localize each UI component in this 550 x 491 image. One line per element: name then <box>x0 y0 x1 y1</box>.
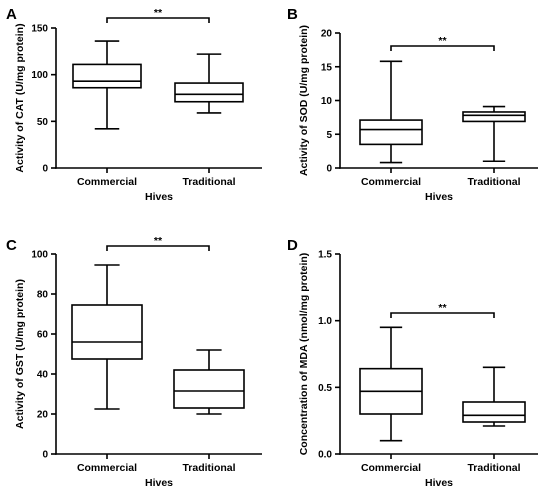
y-tick-label: 50 <box>37 117 49 128</box>
y-tick-label: 1.5 <box>318 250 332 261</box>
iqr-box <box>174 82 244 103</box>
iqr-box <box>173 369 245 409</box>
y-tick-label: 80 <box>37 290 49 301</box>
significance-label: ** <box>154 235 163 247</box>
y-tick-label: 15 <box>321 62 333 73</box>
x-axis-label: Hives <box>425 191 453 203</box>
x-axis-label: Hives <box>145 191 173 203</box>
significance-bracket <box>390 312 495 318</box>
y-tick-label: 0 <box>42 164 48 175</box>
x-tick-label: Commercial <box>77 462 137 474</box>
x-tick-label: Traditional <box>182 462 235 474</box>
box-commercial <box>359 326 423 442</box>
y-tick-label: 5 <box>326 130 332 141</box>
x-tick-label: Traditional <box>182 176 235 188</box>
y-tick-label: 100 <box>31 70 48 81</box>
x-tick-label: Commercial <box>361 462 421 474</box>
y-tick-label: 40 <box>37 370 49 381</box>
box-traditional <box>462 105 526 163</box>
y-tick-label: 100 <box>31 250 48 261</box>
iqr-box <box>72 63 142 89</box>
y-tick-label: 10 <box>321 96 333 107</box>
y-axis-label: Concentration of MDA (nmol/mg protein) <box>298 253 310 456</box>
box-traditional <box>174 53 244 114</box>
box-commercial <box>71 264 143 410</box>
panel-label: D <box>287 237 298 254</box>
chart-panel-b: B 0 5 10 15 20 Commercial Traditional Hives Activ… <box>287 6 538 203</box>
box-traditional <box>462 366 526 427</box>
iqr-box <box>71 304 143 360</box>
y-tick-label: 1.0 <box>318 316 332 327</box>
chart-panel-a: A 0 50 100 150 Commercial Traditional Hives Acti… <box>6 6 262 203</box>
x-tick-label: Traditional <box>467 176 520 188</box>
y-tick-label: 150 <box>31 24 48 35</box>
significance-bracket <box>390 45 495 51</box>
iqr-box <box>462 111 526 123</box>
significance-bracket <box>106 245 210 251</box>
x-tick-label: Commercial <box>361 176 421 188</box>
y-tick-label: 0.0 <box>318 450 332 461</box>
box-traditional <box>173 349 245 415</box>
significance-label: ** <box>438 302 447 314</box>
y-tick-label: 60 <box>37 330 49 341</box>
x-axis-label: Hives <box>145 477 173 489</box>
y-axis-label: Activity of GST (U/mg protein) <box>14 279 26 429</box>
chart-panel-d: D 0.0 0.5 1.0 1.5 Commercial Traditional Hives C… <box>287 237 538 489</box>
significance-label: ** <box>154 7 163 19</box>
chart-panel-c: C 0 20 40 60 80 100 Commercial Traditional Hives A… <box>6 235 262 489</box>
y-axis-label: Activity of CAT (U/mg protein) <box>14 23 26 172</box>
y-axis-label: Activity of SOD (U/mg protein) <box>298 25 310 176</box>
y-tick-label: 20 <box>37 410 49 421</box>
significance-label: ** <box>438 35 447 47</box>
significance-bracket <box>106 17 210 23</box>
box-commercial <box>359 60 423 164</box>
box-commercial <box>72 40 142 130</box>
x-axis-label: Hives <box>425 477 453 489</box>
y-tick-label: 0 <box>326 164 332 175</box>
x-tick-label: Traditional <box>467 462 520 474</box>
iqr-box <box>462 401 526 423</box>
x-tick-label: Commercial <box>77 176 137 188</box>
y-tick-label: 20 <box>321 29 333 40</box>
y-tick-label: 0.5 <box>318 383 332 394</box>
iqr-box <box>359 119 423 146</box>
panel-label: A <box>6 6 17 23</box>
panel-label: B <box>287 6 298 23</box>
y-tick-label: 0 <box>42 450 48 461</box>
panel-label: C <box>6 237 17 254</box>
